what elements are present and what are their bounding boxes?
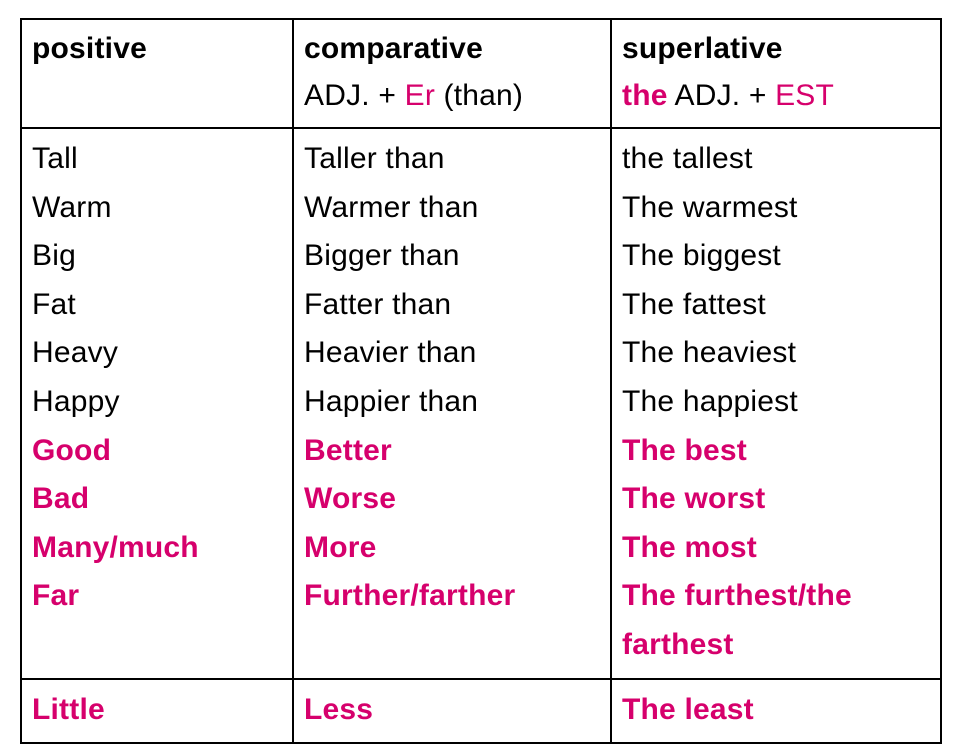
header-sup-l2a: the xyxy=(622,79,668,112)
sup-r2: The biggest xyxy=(622,232,930,281)
sup-r8: The most xyxy=(622,524,930,573)
sup-r1: The warmest xyxy=(622,184,930,233)
header-positive: positive xyxy=(21,19,293,128)
header-comparative-l1: comparative xyxy=(304,26,600,73)
pos-r3: Fat xyxy=(32,281,282,330)
footer-row: Little Less The least xyxy=(21,679,941,744)
header-comparative-l2: ADJ. + Er (than) xyxy=(304,73,600,120)
footer-superlative-cell: The least xyxy=(611,679,941,744)
body-row: Tall Warm Big Fat Heavy Happy Good Bad M… xyxy=(21,128,941,679)
footer-superlative: The least xyxy=(622,686,930,735)
header-comp-l2c: (than) xyxy=(435,79,523,112)
comp-r8: More xyxy=(304,524,600,573)
pos-r0: Tall xyxy=(32,135,282,184)
body-comparative: Taller than Warmer than Bigger than Fatt… xyxy=(293,128,611,679)
comp-r0: Taller than xyxy=(304,135,600,184)
footer-comparative: Less xyxy=(304,686,600,735)
comp-r2: Bigger than xyxy=(304,232,600,281)
header-comp-l2b: Er xyxy=(405,79,435,112)
sup-r4: The heaviest xyxy=(622,329,930,378)
sup-r6: The best xyxy=(622,427,930,476)
pos-r4: Heavy xyxy=(32,329,282,378)
header-positive-l1: positive xyxy=(32,26,282,73)
pos-r1: Warm xyxy=(32,184,282,233)
header-comp-l2a: ADJ. + xyxy=(304,79,405,112)
header-sup-l2b: ADJ. + xyxy=(668,79,775,112)
footer-comparative-cell: Less xyxy=(293,679,611,744)
pos-r9: Far xyxy=(32,572,282,621)
footer-positive-cell: Little xyxy=(21,679,293,744)
body-positive: Tall Warm Big Fat Heavy Happy Good Bad M… xyxy=(21,128,293,679)
sup-r3: The fattest xyxy=(622,281,930,330)
comp-r7: Worse xyxy=(304,475,600,524)
header-superlative: superlative the ADJ. + EST xyxy=(611,19,941,128)
pos-r8: Many/much xyxy=(32,524,282,573)
comp-r6: Better xyxy=(304,427,600,476)
header-sup-l2c: EST xyxy=(775,79,834,112)
adjective-comparison-table: positive comparative ADJ. + Er (than) su… xyxy=(20,18,942,744)
comp-r1: Warmer than xyxy=(304,184,600,233)
sup-r0: the tallest xyxy=(622,135,930,184)
sup-r9: The furthest/the farthest xyxy=(622,572,930,669)
comp-r3: Fatter than xyxy=(304,281,600,330)
header-comparative: comparative ADJ. + Er (than) xyxy=(293,19,611,128)
pos-r7: Bad xyxy=(32,475,282,524)
comp-r5: Happier than xyxy=(304,378,600,427)
header-superlative-l2: the ADJ. + EST xyxy=(622,73,930,120)
sup-r7: The worst xyxy=(622,475,930,524)
header-superlative-l1: superlative xyxy=(622,26,930,73)
pos-r6: Good xyxy=(32,427,282,476)
footer-positive: Little xyxy=(32,686,282,735)
pos-r5: Happy xyxy=(32,378,282,427)
sup-r5: The happiest xyxy=(622,378,930,427)
comp-r9: Further/farther xyxy=(304,572,600,621)
header-row: positive comparative ADJ. + Er (than) su… xyxy=(21,19,941,128)
body-superlative: the tallest The warmest The biggest The … xyxy=(611,128,941,679)
comp-r4: Heavier than xyxy=(304,329,600,378)
pos-r2: Big xyxy=(32,232,282,281)
